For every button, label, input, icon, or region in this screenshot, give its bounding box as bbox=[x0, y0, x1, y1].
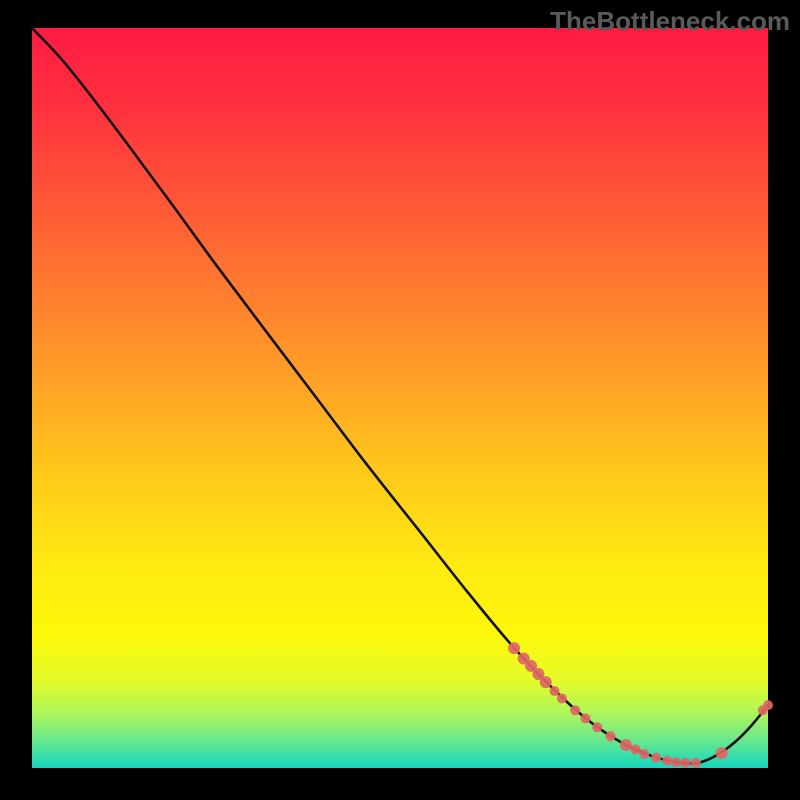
data-marker bbox=[671, 757, 681, 767]
data-marker bbox=[592, 722, 602, 732]
data-marker bbox=[540, 676, 552, 688]
chart-plot bbox=[0, 0, 800, 800]
data-marker bbox=[550, 686, 560, 696]
data-marker bbox=[606, 731, 616, 741]
data-marker bbox=[716, 747, 728, 759]
data-marker bbox=[662, 756, 672, 766]
data-marker bbox=[570, 705, 580, 715]
data-markers bbox=[508, 642, 773, 768]
data-marker bbox=[763, 700, 773, 710]
data-marker bbox=[557, 693, 567, 703]
data-marker bbox=[580, 713, 590, 723]
data-marker bbox=[631, 745, 641, 755]
data-marker bbox=[620, 739, 632, 751]
data-marker bbox=[681, 758, 691, 768]
data-marker bbox=[508, 642, 520, 654]
bottleneck-curve bbox=[32, 28, 768, 763]
data-marker bbox=[639, 749, 649, 759]
data-marker bbox=[691, 758, 701, 768]
watermark-label: TheBottleneck.com bbox=[550, 6, 790, 37]
data-marker bbox=[651, 753, 661, 763]
